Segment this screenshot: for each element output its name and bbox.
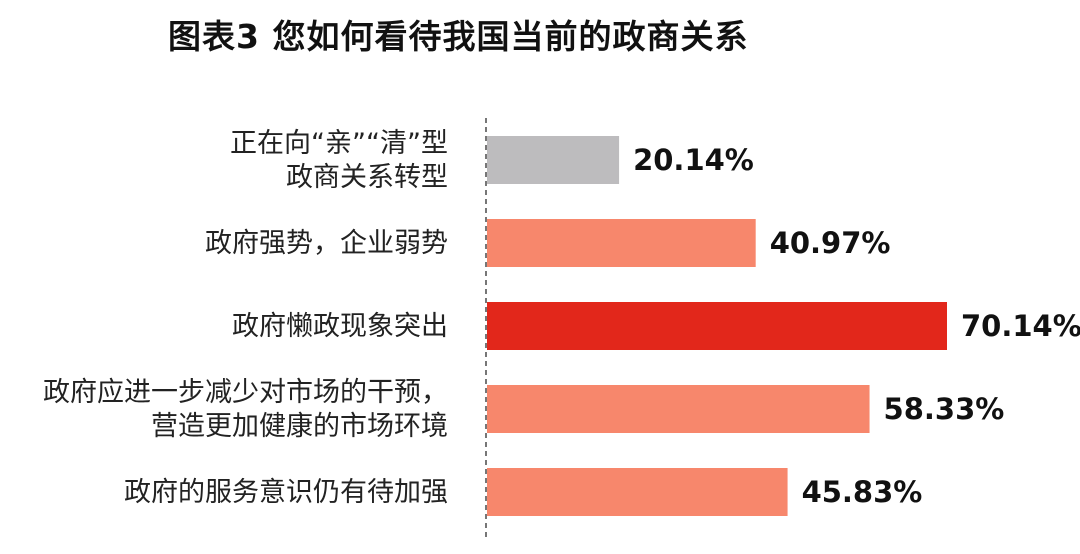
bar-4 xyxy=(487,385,870,433)
category-label-3-line-1: 政府懒政现象突出 xyxy=(232,311,448,342)
category-label-5-line-1: 政府的服务意识仍有待加强 xyxy=(124,477,448,508)
category-label-4-line-2: 营造更加健康的市场环境 xyxy=(151,411,448,442)
bar-5 xyxy=(487,468,788,516)
category-label-2-line-1: 政府强势，企业弱势 xyxy=(205,228,448,259)
category-label-4-line-1: 政府应进一步减少对市场的干预， xyxy=(43,377,448,408)
value-label-1: 20.14% xyxy=(633,143,754,177)
category-label-1-line-1: 正在向“亲”“清”型 xyxy=(230,128,448,159)
value-label-3: 70.14% xyxy=(961,309,1080,343)
bar-1 xyxy=(487,136,620,184)
chart-title: 图表3 您如何看待我国当前的政商关系 xyxy=(168,17,749,56)
value-label-5: 45.83% xyxy=(802,475,923,509)
bars-layer xyxy=(487,136,947,516)
category-label-1-line-2: 政商关系转型 xyxy=(286,162,448,193)
bar-2 xyxy=(487,219,756,267)
value-label-4: 58.33% xyxy=(884,392,1005,426)
bar-3 xyxy=(487,302,947,350)
value-label-2: 40.97% xyxy=(770,226,891,260)
